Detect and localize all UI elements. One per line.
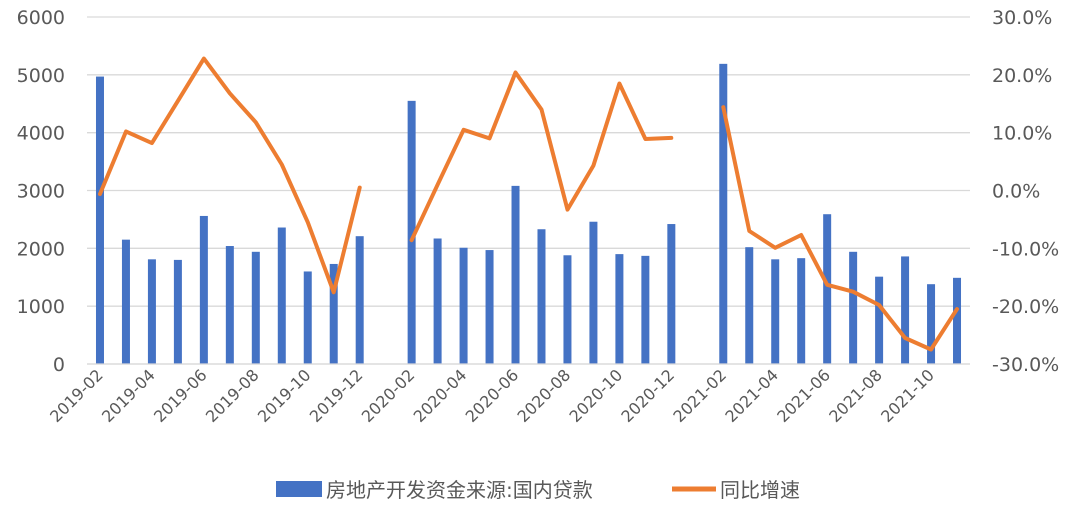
x-tick-label: 2021-10	[877, 365, 938, 426]
x-tick-label: 2020-02	[358, 365, 419, 426]
legend-bar-label: 房地产开发资金来源:国内贷款	[326, 478, 593, 502]
legend-bar-swatch	[276, 481, 322, 497]
y-right-tick-label: -20.0%	[992, 296, 1059, 318]
bar	[485, 250, 494, 364]
bar	[615, 254, 624, 364]
x-tick-label: 2020-06	[462, 365, 523, 426]
y-right-tick-label: 20.0%	[992, 65, 1052, 87]
bar	[927, 284, 936, 364]
gridlines	[87, 16, 970, 365]
x-tick-label: 2019-10	[254, 365, 315, 426]
bar	[251, 251, 260, 364]
y-left-tick-label: 5000	[17, 65, 65, 87]
x-tick-label: 2019-06	[150, 365, 211, 426]
y-left-tick-label: 6000	[17, 7, 65, 29]
line-segment	[98, 56, 362, 295]
x-tick-label: 2021-08	[825, 365, 886, 426]
bar	[225, 246, 234, 364]
x-tick-label: 2021-06	[773, 365, 834, 426]
x-tick-label: 2021-04	[721, 365, 782, 426]
y-left-tick-label: 0	[53, 354, 65, 376]
y-left-tick-label: 3000	[17, 181, 65, 203]
line-series	[98, 56, 959, 352]
bar	[823, 214, 832, 364]
x-tick-label: 2020-12	[617, 365, 678, 426]
bar	[667, 224, 676, 364]
bar	[719, 63, 728, 364]
x-tick-label: 2019-08	[202, 365, 263, 426]
bar	[563, 255, 572, 364]
y-axis-left: 6000 5000 4000 3000 2000 1000 0	[17, 7, 65, 376]
bar	[433, 238, 442, 364]
bar	[901, 256, 910, 364]
bar	[459, 247, 468, 364]
bar	[849, 251, 858, 364]
bar	[199, 215, 208, 364]
bar	[147, 259, 156, 364]
bar	[329, 263, 338, 364]
y-right-tick-label: 0.0%	[992, 181, 1040, 203]
bar	[121, 239, 130, 364]
bar	[511, 185, 520, 364]
bar	[953, 277, 962, 364]
bar	[407, 100, 416, 364]
legend-line-label: 同比增速	[720, 478, 800, 502]
x-tick-label: 2020-08	[514, 365, 575, 426]
line-segment	[721, 105, 959, 352]
line-segment	[409, 70, 674, 243]
bar	[537, 229, 546, 364]
bar	[875, 276, 884, 364]
y-right-tick-label: 30.0%	[992, 7, 1052, 29]
bar	[277, 227, 286, 364]
bar	[95, 76, 104, 365]
y-left-tick-label: 4000	[17, 123, 65, 145]
y-right-tick-label: 10.0%	[992, 123, 1052, 145]
x-tick-label: 2021-02	[669, 365, 730, 426]
x-tick-label: 2020-04	[410, 365, 471, 426]
y-right-tick-label: -10.0%	[992, 238, 1059, 260]
bar	[589, 221, 598, 364]
bar	[745, 247, 754, 364]
bar	[641, 255, 650, 364]
y-axis-right: 30.0% 20.0% 10.0% 0.0% -10.0% -20.0% -30.0%	[992, 7, 1059, 376]
y-right-tick-label: -30.0%	[992, 354, 1059, 376]
bar	[303, 271, 312, 364]
x-tick-label: 2020-10	[566, 365, 627, 426]
bar	[771, 259, 780, 364]
bar-series	[95, 63, 962, 365]
legend: 房地产开发资金来源:国内贷款 同比增速	[276, 478, 800, 502]
bar	[355, 236, 364, 364]
x-tick-label: 2019-04	[98, 365, 159, 426]
bar	[797, 258, 806, 364]
bar	[173, 259, 182, 364]
y-left-tick-label: 2000	[17, 238, 65, 260]
x-axis: 2019-022019-042019-062019-082019-102019-…	[46, 363, 970, 426]
y-left-tick-label: 1000	[17, 296, 65, 318]
x-tick-label: 2019-12	[306, 365, 367, 426]
